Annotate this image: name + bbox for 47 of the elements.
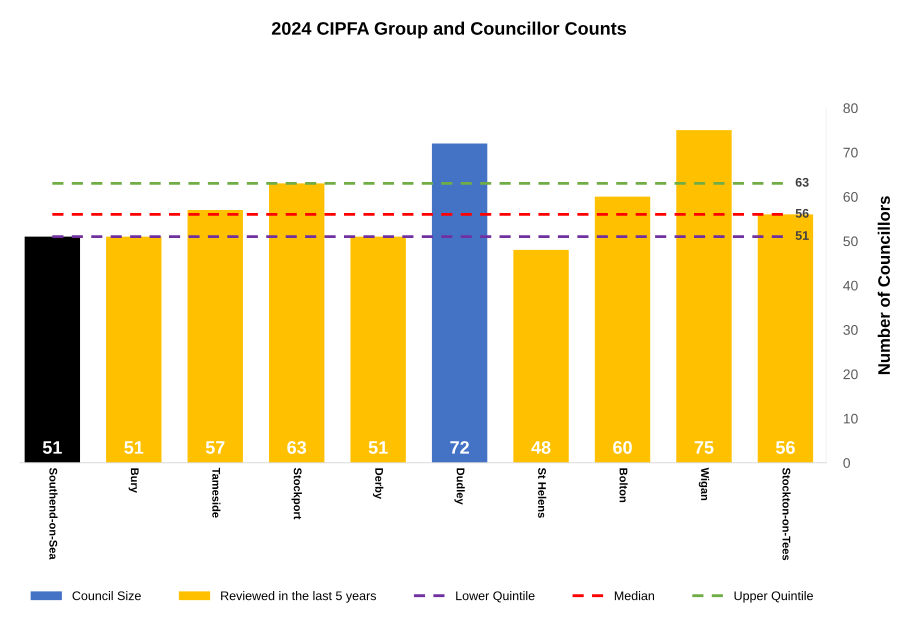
- bar: [188, 210, 243, 463]
- data-label: 63: [796, 178, 809, 187]
- y-tick-label: 30: [843, 325, 858, 335]
- y-tick-label: 70: [844, 148, 858, 158]
- chart-title: 2024 CIPFA Group and Councillor Counts: [272, 22, 626, 38]
- bar: [594, 196, 650, 463]
- x-tick-label: Wigan: [698, 468, 710, 500]
- x-tick-label: Derby: [372, 468, 384, 500]
- bar: [676, 130, 732, 463]
- y-tick-label: 0: [843, 458, 850, 468]
- x-tick-label: Bury: [128, 468, 139, 493]
- legend-label: Lower Quintile: [456, 591, 535, 602]
- y-tick-label: 40: [843, 280, 858, 291]
- y-tick-label: 50: [843, 236, 858, 246]
- y-tick-label: 20: [844, 369, 858, 380]
- data-label: 51: [42, 441, 62, 454]
- data-label: 56: [776, 441, 795, 454]
- data-label: 57: [206, 441, 224, 454]
- x-tick-label: Stockport: [292, 468, 302, 520]
- y-tick-label: 60: [844, 192, 858, 202]
- y-axis-title: Number of Councillors: [878, 196, 890, 374]
- data-label: 48: [531, 441, 551, 454]
- x-tick-label: St Helens: [538, 468, 546, 518]
- y-tick-label: 80: [843, 103, 858, 114]
- data-label: 60: [613, 441, 632, 454]
- bar: [350, 236, 406, 463]
- bar: [513, 250, 569, 463]
- legend-label: Council Size: [72, 591, 141, 600]
- x-tick-label: Bolton: [620, 468, 628, 502]
- bar: [269, 183, 324, 463]
- bar: [24, 236, 80, 463]
- data-label: 63: [287, 441, 306, 454]
- legend-label: Median: [614, 591, 654, 600]
- bar: [106, 236, 162, 463]
- x-tick-label: Tameside: [212, 468, 220, 518]
- bar: [432, 143, 488, 463]
- legend-label: Upper Quintile: [734, 591, 813, 603]
- x-tick-label: Dudley: [454, 468, 465, 505]
- x-tick-label: Southend-on-Sea: [49, 468, 58, 560]
- data-label: 51: [368, 441, 388, 454]
- data-label: 72: [450, 441, 469, 454]
- data-label: 75: [694, 441, 714, 454]
- y-tick-label: 10: [844, 414, 858, 424]
- x-tick-label: Stockton-on-Tees: [782, 468, 791, 560]
- data-label: 51: [124, 441, 144, 454]
- legend-label: Reviewed in the last 5 years: [221, 591, 376, 603]
- data-label: 51: [796, 231, 809, 240]
